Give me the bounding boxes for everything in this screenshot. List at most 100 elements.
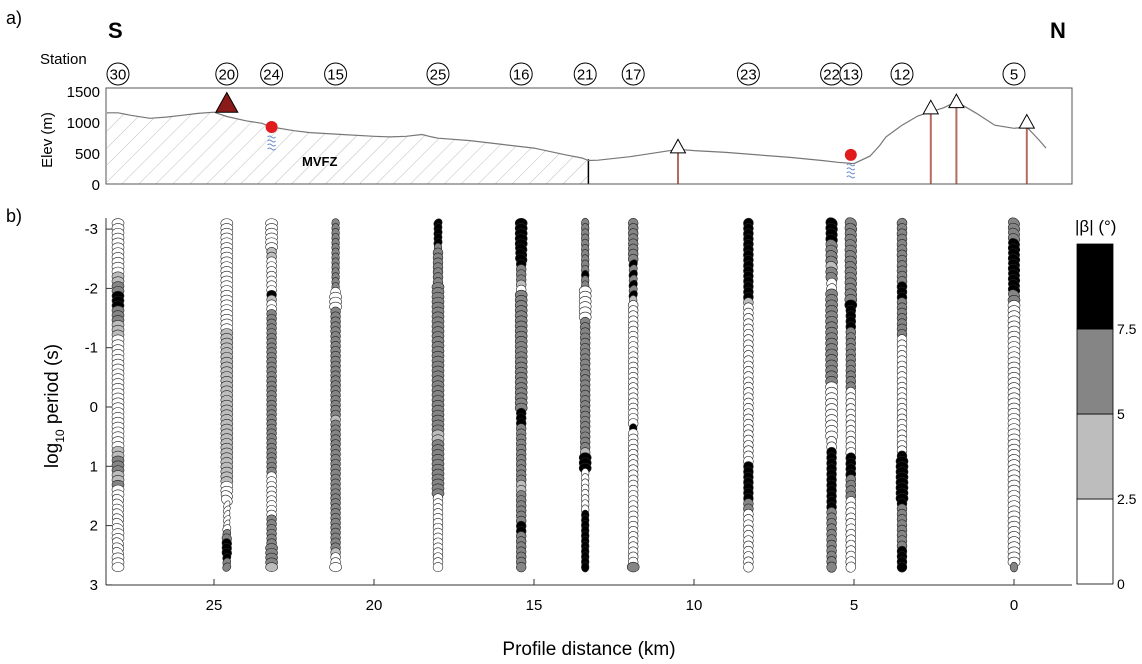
- station-marker: 15: [324, 62, 348, 86]
- station-circle: [324, 62, 348, 86]
- station-circle: [426, 62, 450, 86]
- y-axis-label-sub: 10: [53, 429, 67, 443]
- station-marker: 23: [736, 62, 760, 86]
- station-marker: 30: [106, 62, 130, 86]
- triangle-icon: [922, 99, 940, 115]
- station-marker: 24: [260, 62, 284, 86]
- colorbar-blocks: [1076, 243, 1114, 585]
- station-id: 24: [263, 67, 280, 84]
- station-circle: [1002, 62, 1026, 86]
- station-id: 16: [513, 67, 530, 84]
- station-circle: [736, 62, 760, 86]
- elevation-frame: [105, 87, 1073, 185]
- elevation-panel: a) S N Station 30 20 24 15 25 16 21 17 23 22 13 12 5…: [6, 8, 1073, 194]
- spring-wave-icon: [846, 163, 856, 167]
- phase-tensor-ellipse: [845, 561, 857, 573]
- y-tick-label: -3: [85, 221, 98, 238]
- station-id: 30: [110, 67, 127, 84]
- station-marker: 13: [839, 62, 863, 86]
- station-column: [626, 217, 640, 573]
- phase-tensor-ellipse: [329, 562, 342, 573]
- y-axis-label-log: log: [42, 443, 63, 468]
- phase-tensor-ellipse: [896, 561, 908, 573]
- colorbar: |β| (°) 0 2.5 5 7.5: [1075, 217, 1137, 592]
- station-marker: 5: [1002, 62, 1026, 86]
- station-id: 22: [823, 67, 840, 84]
- topography-line: [107, 100, 1047, 165]
- phase-tensor-ellipse: [222, 562, 232, 572]
- colorbar-ticks: 0 2.5 5 7.5: [1117, 321, 1137, 592]
- station-marker: 17: [621, 62, 645, 86]
- colorbar-tick-label: 0: [1117, 576, 1125, 592]
- elevation-ticks: 1500 1000 500 0: [67, 84, 100, 194]
- x-tick-label: 0: [1010, 597, 1018, 614]
- station-circle: [839, 62, 863, 86]
- station-marker: 22: [820, 62, 844, 86]
- station-column: [265, 218, 278, 572]
- elev-tick-500: 500: [75, 146, 100, 163]
- station-circle: [890, 62, 914, 86]
- phase-tensor-ellipse: [826, 561, 837, 573]
- station-column: [825, 217, 838, 573]
- colorbar-tick-label: 5: [1117, 406, 1125, 422]
- triangle-icon: [1018, 113, 1036, 129]
- station-id: 15: [327, 67, 344, 84]
- phase-tensor-ellipse: [265, 562, 278, 572]
- fault-zone-hatch: [107, 112, 589, 184]
- station-id: 13: [842, 67, 859, 84]
- red-dot: [844, 148, 857, 161]
- station-column: [431, 218, 445, 573]
- spring-wave-icon: [846, 167, 856, 171]
- volcano-triangle-icon: [214, 91, 239, 113]
- spring-wave-icon: [846, 175, 856, 179]
- elevation-axis-label: Elev (m): [39, 112, 56, 168]
- station-marker: 25: [426, 62, 450, 86]
- station-id: 12: [894, 67, 911, 84]
- y-axis-label-rest: period (s): [42, 344, 63, 430]
- colorbar-tick-label: 7.5: [1117, 321, 1137, 337]
- station-column: [895, 217, 909, 573]
- zone-label: MVFZ: [302, 154, 337, 169]
- station-column: [578, 217, 592, 573]
- station-id: 25: [430, 67, 447, 84]
- station-markers: 30 20 24 15 25 16 21 17 23 22 13 12 5: [106, 62, 1026, 86]
- station-id: 5: [1010, 67, 1018, 84]
- phase-tensor-ellipse: [743, 561, 754, 573]
- triangle-icon: [948, 93, 965, 109]
- x-axis-label: Profile distance (km): [502, 639, 675, 660]
- station-circle: [260, 62, 284, 86]
- station-marker: 16: [509, 62, 533, 86]
- station-circle: [215, 62, 239, 86]
- colorbar-block: [1076, 243, 1114, 330]
- station-column: [220, 218, 234, 572]
- station-marker: 21: [573, 62, 597, 86]
- station-column: [514, 217, 528, 573]
- red-dot-markers: [265, 121, 857, 179]
- y-tick-label: 1: [90, 458, 98, 475]
- panel-b-label: b): [6, 206, 22, 226]
- station-circle: [573, 62, 597, 86]
- x-tick-label: 25: [206, 597, 223, 614]
- colorbar-title: |β| (°): [1075, 217, 1116, 236]
- ellipse-columns: [111, 217, 1021, 573]
- red-dot: [265, 121, 278, 134]
- elev-tick-1000: 1000: [67, 115, 100, 132]
- station-column: [743, 217, 754, 573]
- station-label: Station: [40, 51, 87, 68]
- x-ticks: 25 20 15 10 5 0: [206, 579, 1018, 614]
- x-tick-label: 10: [686, 597, 703, 614]
- colorbar-tick-label: 2.5: [1117, 491, 1137, 507]
- spring-wave-icon: [267, 135, 276, 139]
- spring-wave-icon: [846, 171, 856, 175]
- triangle-icon: [669, 138, 687, 154]
- south-label: S: [108, 18, 123, 43]
- wells: [677, 103, 1028, 184]
- phase-tensor-ellipse: [626, 561, 640, 573]
- station-circle: [106, 62, 130, 86]
- y-ticks: -3 -2 -1 0 1 2 3: [85, 221, 112, 594]
- north-label: N: [1050, 18, 1066, 43]
- colorbar-block: [1076, 413, 1114, 500]
- station-circle: [621, 62, 645, 86]
- station-column: [1007, 217, 1021, 573]
